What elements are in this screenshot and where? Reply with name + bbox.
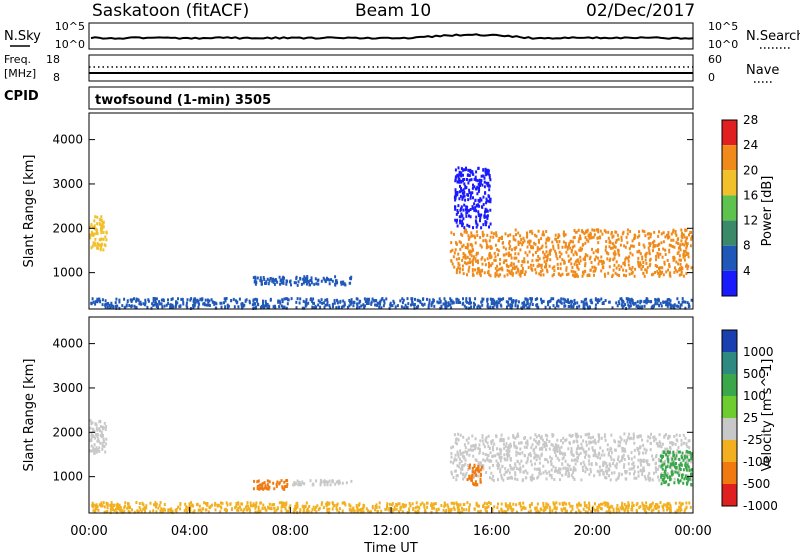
cpid-label: CPID [4, 89, 39, 104]
colorbar-tick-label: 500 [743, 367, 766, 381]
colorbar-segment [722, 145, 737, 171]
colorbar-segment [722, 418, 737, 440]
colorbar-tick-label: 12 [743, 214, 758, 228]
nave-bottom-tick: 0 [708, 71, 715, 84]
colorbar-segment [722, 330, 737, 352]
range-time-cells [89, 419, 108, 455]
range-time-cells [292, 478, 353, 487]
freq-label-1: Freq. [4, 53, 31, 66]
date-title: 02/Dec/2017 [586, 1, 695, 21]
beam-title: Beam 10 [355, 1, 431, 21]
velocity-colorbar: 1000 500 100 25 -25 -100 -500 -1000 [721, 329, 778, 513]
range-time-cells [252, 479, 289, 491]
x-tick-label: 16:00 [473, 524, 510, 539]
time-ut-xlabel: Time UT [363, 541, 417, 554]
colorbar-tick-label: -500 [743, 477, 770, 491]
power-y-axis: 1000 2000 3000 4000 [52, 133, 693, 280]
x-tick-label: 00:00 [674, 524, 711, 539]
colorbar-segment [722, 374, 737, 396]
velocity-panel: 1000 2000 3000 4000 00:00 04:00 08:00 12:00 16:… [22, 316, 712, 556]
range-time-cells [91, 501, 692, 514]
colorbar-tick-label: -1000 [743, 499, 778, 513]
cpid-panel [88, 86, 694, 110]
velocity-data [89, 419, 693, 514]
colorbar-segment [722, 170, 737, 196]
x-tick-label: 00:00 [70, 524, 107, 539]
x-tick-label: 04:00 [171, 524, 208, 539]
y-tick-label: 4000 [52, 133, 83, 147]
x-tick-label: 12:00 [372, 524, 409, 539]
colorbar-segment [722, 352, 737, 374]
power-colorbar-label: Power [dB] [760, 176, 775, 247]
noise-sky-line [90, 33, 694, 40]
colorbar-tick-label: 16 [743, 188, 758, 202]
y-tick-label: 2000 [52, 221, 83, 235]
velocity-colorbar-label: Velocity [m s^-1] [760, 359, 775, 472]
colorbar-segment [722, 462, 737, 484]
nsearch-label: N.Search [746, 29, 800, 44]
site-title: Saskatoon (fitACF) [92, 1, 249, 21]
freq-bottom-tick: 8 [53, 71, 60, 84]
colorbar-tick-label: 100 [743, 389, 766, 403]
y-tick-label: 2000 [52, 425, 83, 439]
noise-left-bottom-tick: 10^0 [55, 38, 85, 51]
colorbar-segment [722, 195, 737, 221]
colorbar-segment [722, 220, 737, 246]
colorbar-tick-label: 24 [743, 138, 758, 152]
colorbar-segment [722, 120, 737, 146]
range-time-cells [89, 215, 108, 252]
x-tick-label: 20:00 [574, 524, 611, 539]
colorbar-tick-label: 25 [743, 411, 758, 425]
y-tick-label: 1000 [52, 266, 83, 280]
freq-panel [88, 54, 694, 82]
range-time-cells [90, 297, 693, 310]
colorbar-frame [721, 329, 738, 507]
noise-panel [88, 22, 694, 50]
colorbar-tick-label: -25 [743, 433, 763, 447]
freq-top-tick: 18 [46, 53, 60, 66]
power-panel: 1000 2000 3000 4000 Slant Range [km] [22, 112, 694, 310]
nave-top-tick: 60 [708, 53, 722, 66]
noise-right-bottom-tick: 10^0 [708, 38, 738, 51]
power-colorbar: 4 8 12 16 20 24 28 [721, 113, 758, 297]
nsky-label: N.Sky [4, 29, 41, 44]
nave-label: Nave [746, 63, 779, 78]
colorbar-tick-label: -100 [743, 455, 770, 469]
velocity-ylabel: Slant Range [km] [22, 359, 37, 472]
colorbar-segment [722, 245, 737, 271]
range-time-cells [466, 463, 483, 487]
y-tick-label: 1000 [52, 470, 83, 484]
range-time-cells [659, 450, 693, 487]
range-time-cells [449, 432, 693, 483]
y-tick-label: 4000 [52, 337, 83, 351]
velocity-y-axis: 1000 2000 3000 4000 [52, 337, 693, 484]
colorbar-segment [722, 440, 737, 462]
power-data [89, 166, 693, 310]
colorbar-tick-label: 1000 [743, 345, 774, 359]
power-ylabel: Slant Range [km] [22, 155, 37, 268]
x-tick-label: 08:00 [272, 524, 309, 539]
colorbar-frame [721, 119, 738, 297]
noise-left-top-tick: 10^5 [55, 20, 85, 33]
colorbar-segment [722, 484, 737, 506]
velocity-frame [88, 316, 694, 514]
velocity-x-axis: 00:00 04:00 08:00 12:00 16:00 20:00 00:00 [70, 507, 712, 539]
range-time-cells [252, 275, 353, 287]
y-tick-label: 3000 [52, 381, 83, 395]
colorbar-tick-label: 4 [743, 264, 751, 278]
range-time-cells [449, 228, 693, 278]
freq-label-2: [MHz] [4, 67, 36, 80]
power-frame [88, 112, 694, 310]
y-tick-label: 3000 [52, 177, 83, 191]
noise-right-top-tick: 10^5 [708, 20, 738, 33]
colorbar-segment [722, 396, 737, 418]
colorbar-segment [722, 270, 737, 296]
range-time-cells [453, 166, 492, 230]
colorbar-tick-label: 20 [743, 163, 758, 177]
colorbar-tick-label: 8 [743, 239, 751, 253]
cpid-text: twofsound (1-min) 3505 [95, 93, 271, 108]
colorbar-tick-label: 28 [743, 113, 758, 127]
